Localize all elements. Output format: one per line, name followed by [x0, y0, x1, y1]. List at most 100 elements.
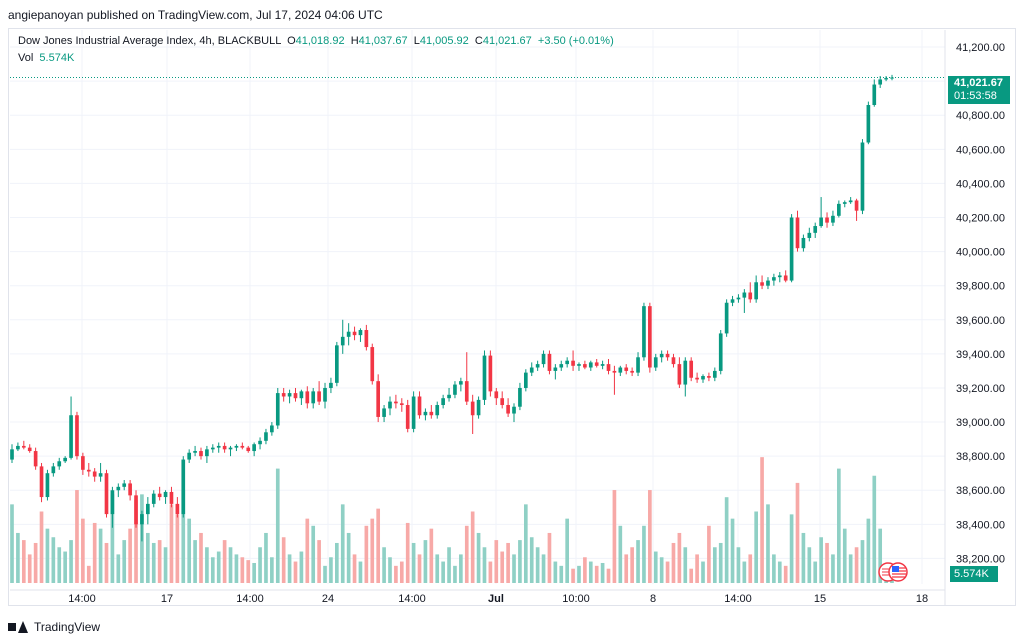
candle-body: [813, 226, 818, 233]
volume-bar: [116, 554, 121, 583]
volume-row: Vol 5.574K: [18, 50, 614, 67]
candle-body: [565, 360, 569, 365]
candle-body: [825, 217, 829, 223]
candle: [270, 422, 274, 436]
volume-bar: [63, 551, 67, 583]
candle-body: [329, 382, 333, 388]
candle: [258, 437, 262, 450]
volume-bar: [500, 551, 505, 583]
volume-bar: [311, 525, 316, 583]
candle-body: [541, 353, 546, 365]
volume-bar: [39, 511, 44, 583]
volume-bar: [571, 568, 575, 583]
candle-body: [736, 297, 741, 300]
footer-brand[interactable]: TradingView: [8, 616, 100, 638]
candle-body: [169, 491, 174, 504]
candle-body: [724, 302, 729, 334]
volume-bar: [388, 557, 392, 583]
candle: [742, 289, 747, 313]
candle: [453, 381, 457, 399]
candle-body: [175, 503, 180, 515]
candle-body: [506, 405, 510, 414]
close-value: 41,021.67: [482, 35, 532, 47]
candle: [831, 210, 835, 227]
candle: [801, 234, 806, 252]
volume-bar: [813, 561, 818, 583]
volume-bar: [399, 561, 404, 583]
candle-body: [323, 387, 327, 402]
candle: [246, 445, 251, 453]
symbol-name: Dow Jones Industrial Average Index, 4h, …: [18, 35, 281, 47]
volume-bar: [801, 532, 806, 583]
candle: [27, 444, 32, 453]
candle: [872, 79, 877, 107]
candle-body: [464, 381, 469, 402]
candle-body: [677, 364, 682, 385]
candle-body: [199, 451, 203, 457]
candle: [476, 396, 481, 419]
candle: [842, 200, 847, 208]
candle: [588, 360, 593, 371]
volume-bar: [642, 525, 646, 583]
candle-body: [866, 105, 871, 143]
y-tick-label: 40,200.00: [956, 213, 1005, 225]
volume-bar: [228, 547, 233, 583]
candle: [553, 364, 558, 380]
candle-body: [181, 459, 186, 515]
attribution-text: angiepanoyan published on TradingView.co…: [8, 8, 383, 22]
candle-body: [606, 364, 611, 371]
candle-body: [376, 381, 381, 417]
volume-bar: [518, 540, 522, 583]
candle: [860, 139, 865, 215]
volume-bar: [866, 518, 871, 583]
candle: [500, 391, 505, 409]
volume-bar: [618, 525, 623, 583]
candle: [825, 212, 829, 228]
volume-bar: [848, 554, 853, 583]
volume-bar: [718, 542, 723, 583]
candle: [748, 282, 753, 303]
candle: [110, 486, 115, 528]
volume-bar: [92, 522, 97, 583]
volume-bar: [240, 557, 245, 583]
change-value: +3.50 (+0.01%): [537, 35, 614, 47]
volume-bar: [27, 554, 32, 583]
candle: [264, 428, 268, 445]
candle: [98, 462, 103, 482]
volume-bar: [157, 540, 162, 583]
volume-bar: [707, 525, 711, 583]
candle-body: [872, 84, 877, 106]
candle-body: [399, 403, 404, 406]
candle-body: [689, 360, 694, 378]
candle-body: [878, 79, 883, 85]
volume-bar: [21, 540, 26, 583]
volume-bar: [205, 547, 209, 583]
volume-bar: [210, 557, 215, 583]
candle-body: [75, 415, 79, 457]
candle-body: [494, 391, 499, 399]
volume-bar: [559, 565, 564, 583]
y-tick-label: 38,400.00: [956, 519, 1005, 531]
candle-body: [305, 391, 310, 404]
volume-bar: [701, 561, 705, 583]
volume-bar: [535, 547, 540, 583]
candle: [671, 353, 676, 368]
volume-bar: [665, 561, 670, 583]
candle-body: [86, 469, 91, 472]
candle: [659, 350, 664, 363]
candle: [441, 394, 445, 409]
volume-bar: [335, 542, 339, 583]
volume-bar: [482, 547, 487, 583]
candle-body: [104, 473, 109, 515]
chart-legend: Dow Jones Industrial Average Index, 4h, …: [18, 33, 614, 67]
candle-body: [134, 495, 138, 525]
candle: [854, 198, 859, 221]
candle: [411, 391, 416, 433]
candle: [317, 381, 321, 406]
candle-body: [642, 306, 646, 358]
candle-body: [742, 292, 747, 298]
volume-bar: [671, 542, 676, 583]
candle-body: [523, 372, 528, 388]
candle-body: [453, 384, 457, 395]
